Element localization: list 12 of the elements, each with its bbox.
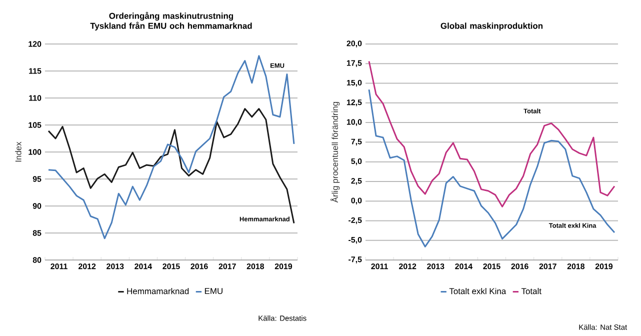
legend-label: Totalt exkl Kina	[449, 288, 506, 294]
line-series	[48, 55, 295, 240]
line-series	[48, 108, 295, 224]
legend-label: Totalt	[521, 288, 542, 294]
chart-title: Orderingång maskinutrustning Tyskland från EMU och hemmamarknad	[90, 12, 252, 31]
y-axis-title: Årlig procentuell förändring	[330, 102, 340, 203]
legend-label: Hemmamarknad	[127, 288, 189, 294]
y-axis-title: Index	[15, 142, 22, 162]
legend-label: EMU	[204, 288, 222, 294]
line-series	[368, 60, 616, 208]
line-series	[368, 88, 616, 248]
chart-title: Global maskinproduktion	[440, 22, 543, 31]
